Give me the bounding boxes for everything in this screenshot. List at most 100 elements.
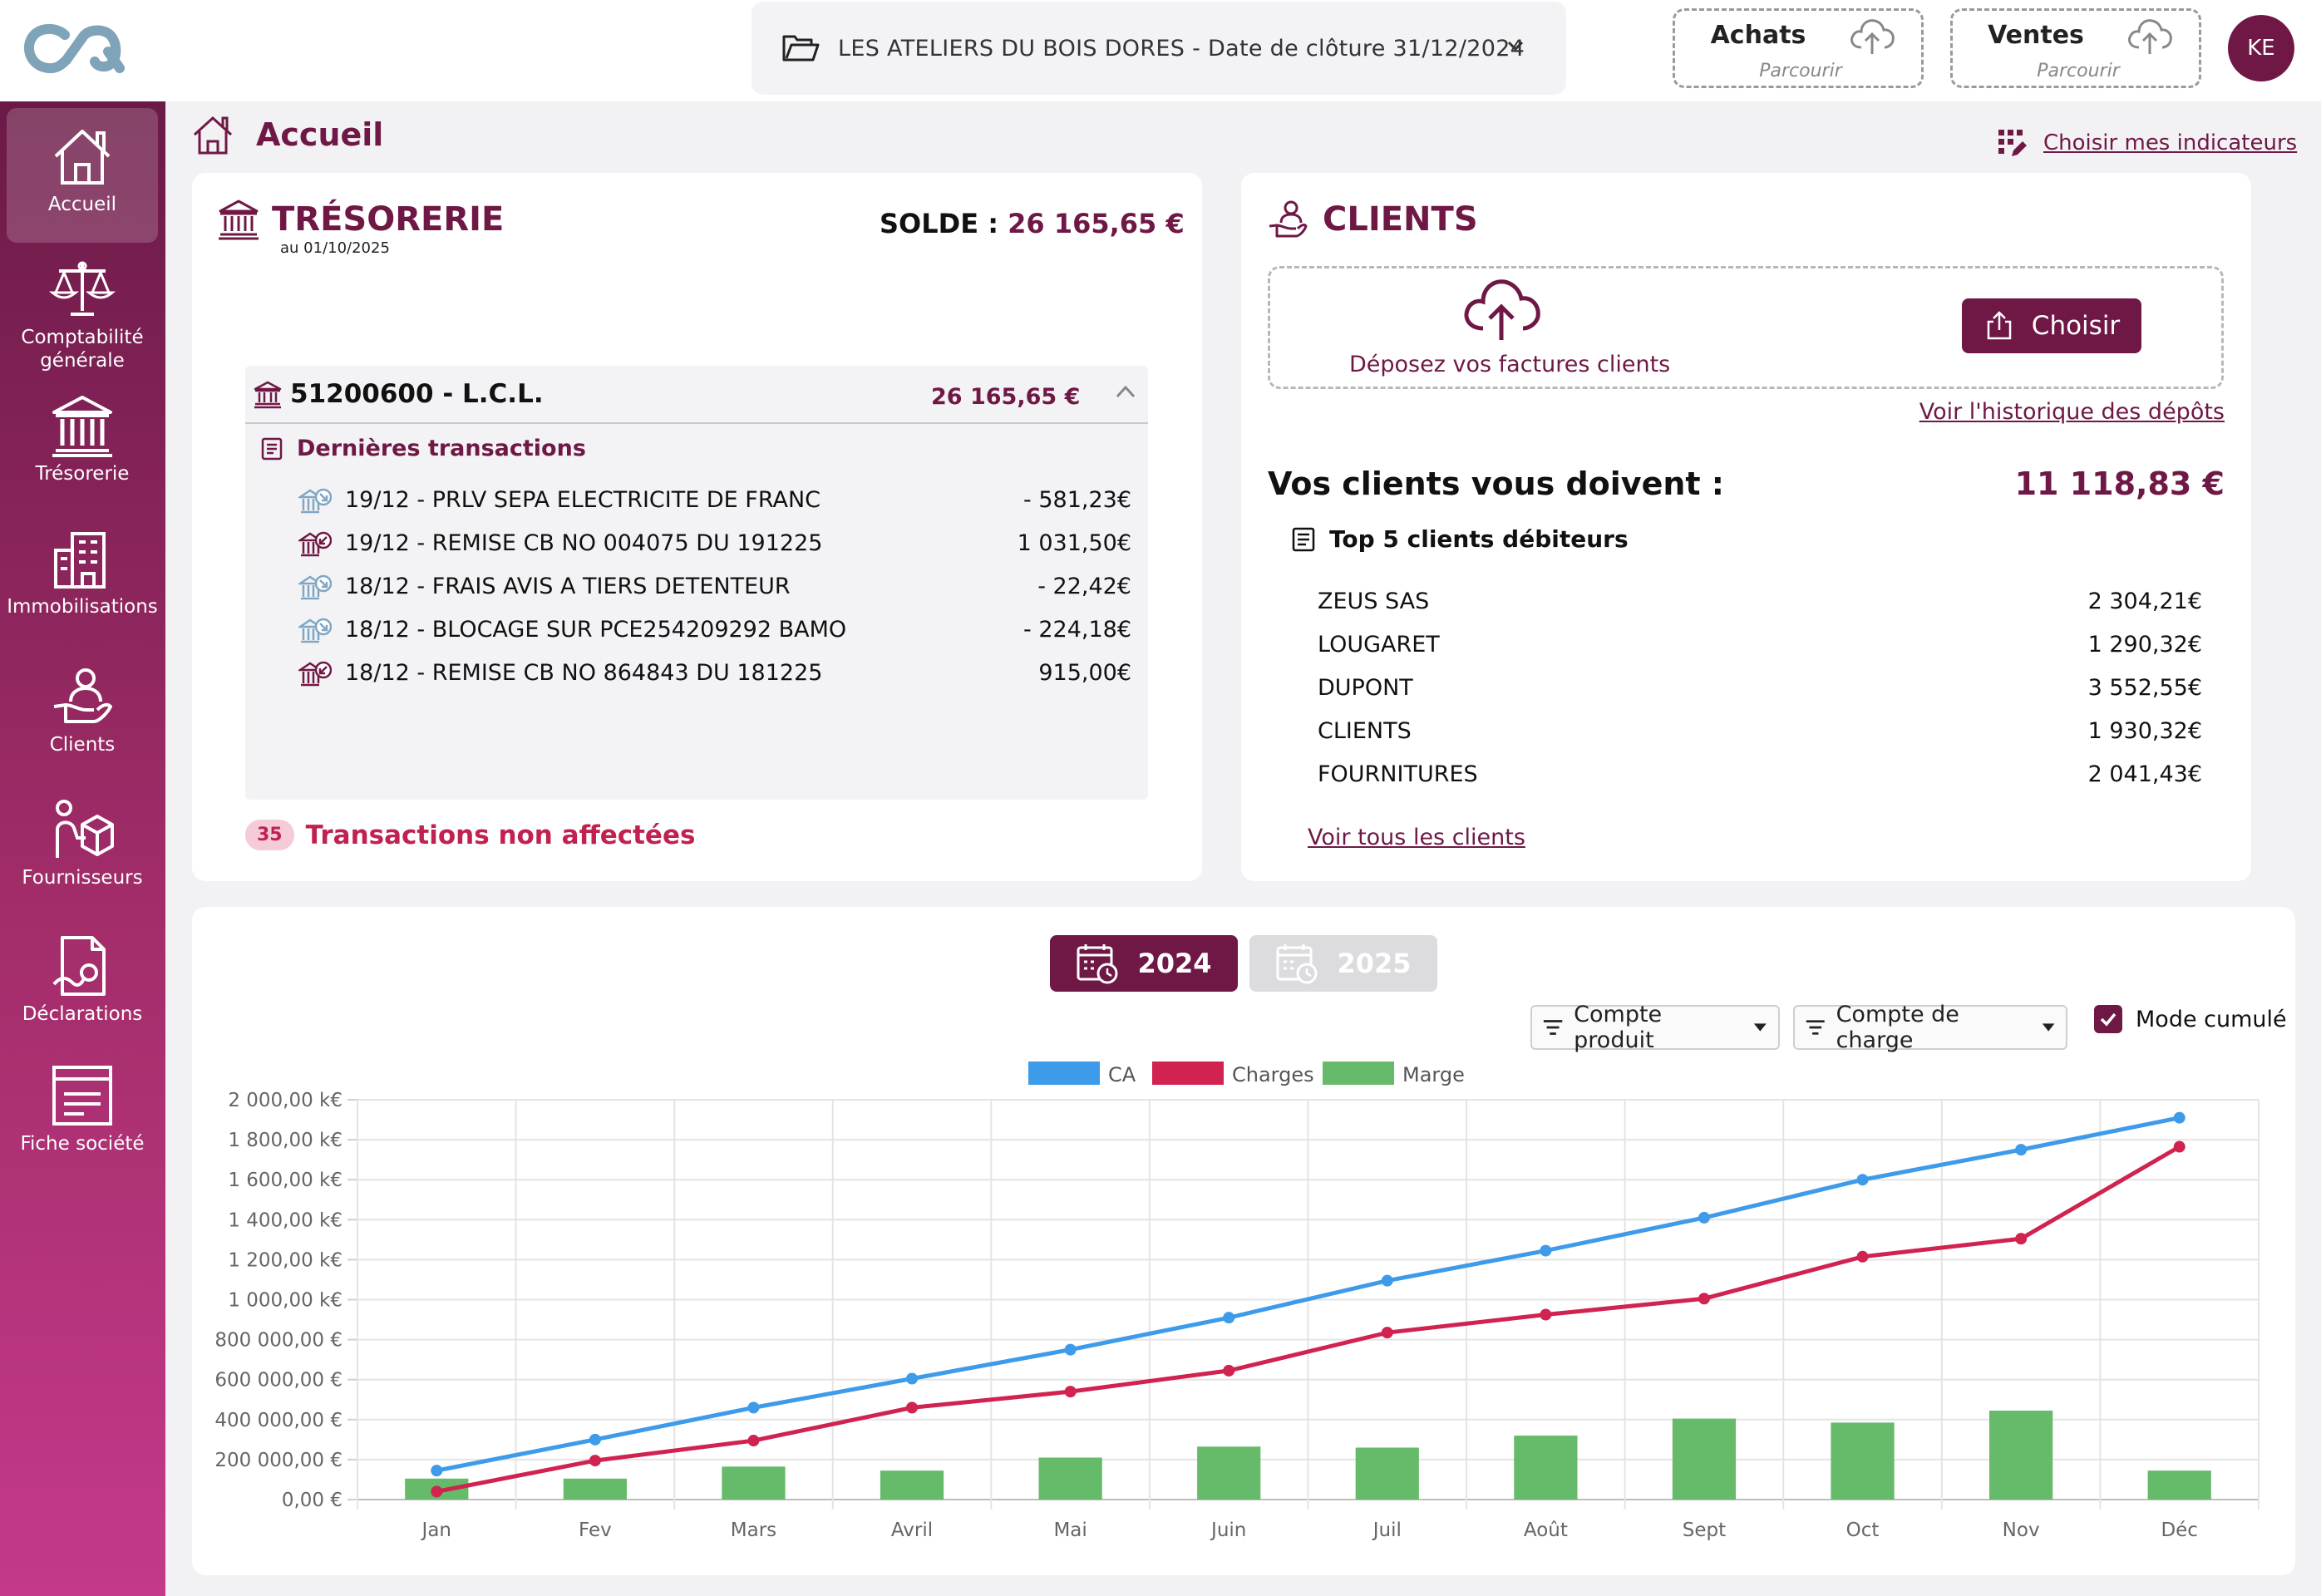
point-charges: [747, 1435, 760, 1447]
sidebar-item-comptabilite[interactable]: Comptabilité générale: [7, 248, 158, 372]
invoice-drop-zone[interactable]: Déposez vos factures clients Choisir: [1268, 266, 2224, 389]
chart-card: 0,00 € 200 000,00 € 400 000,00 € 600 000,00…: [192, 907, 2295, 1575]
choose-indicators-label: Choisir mes indicateurs: [2043, 131, 2298, 155]
year-2024-label: 2024: [1137, 948, 1212, 979]
solde-label: SOLDE :: [880, 208, 998, 239]
sidebar-item-clients[interactable]: Clients: [7, 655, 158, 771]
chevron-up-icon[interactable]: [1115, 384, 1136, 399]
supplier-box-icon: [56, 800, 114, 858]
transaction-amount: - 22,42€: [1037, 574, 1131, 599]
transaction-row[interactable]: 18/12 - BLOCAGE SUR PCE254209292 BAMO - …: [298, 612, 1138, 648]
bar-marge: [1831, 1422, 1895, 1500]
compte-charge-label: Compte de charge: [1836, 1002, 1959, 1053]
point-charges: [2015, 1233, 2028, 1245]
sidebar-item-immobilisations[interactable]: Immobilisations: [7, 517, 158, 642]
transaction-row[interactable]: 19/12 - REMISE CB NO 004075 DU 191225 1 …: [298, 525, 1138, 562]
sidebar-item-fournisseurs[interactable]: Fournisseurs: [7, 788, 158, 904]
all-clients-link[interactable]: Voir tous les clients: [1308, 825, 1525, 850]
company-selector[interactable]: LES ATELIERS DU BOIS DORES - Date de clô…: [751, 2, 1566, 95]
bar-marge: [880, 1470, 944, 1500]
point-charges: [906, 1401, 919, 1414]
choose-indicators-link[interactable]: Choisir mes indicateurs: [1997, 128, 2297, 158]
y-tick-label: 600 000,00 €: [214, 1370, 342, 1392]
legend-swatch: [1152, 1062, 1224, 1085]
transaction-row[interactable]: 18/12 - FRAIS AVIS A TIERS DETENTEUR - 2…: [298, 569, 1138, 605]
sidebar-item-label: Immobilisations: [7, 596, 158, 618]
point-charges: [1540, 1308, 1552, 1321]
transaction-label: 19/12 - REMISE CB NO 004075 DU 191225: [345, 530, 823, 556]
year-2024-button[interactable]: 2024: [1050, 935, 1238, 992]
transaction-row[interactable]: 18/12 - REMISE CB NO 864843 DU 181225 91…: [298, 655, 1138, 692]
client-name: DUPONT: [1318, 675, 1413, 701]
line-charges: [436, 1145, 2181, 1494]
sidebar-item-tresorerie[interactable]: Trésorerie: [7, 384, 158, 500]
clients-card: CLIENTS Déposez vos factures clients Cho…: [1241, 173, 2251, 881]
point-charges: [1223, 1364, 1235, 1377]
company-logo[interactable]: [23, 23, 126, 73]
compte-charge-dropdown[interactable]: Compte de charge: [1793, 1002, 2067, 1053]
legend-swatch: [1323, 1062, 1394, 1085]
x-tick-label: Jan: [421, 1520, 451, 1541]
client-row[interactable]: LOUGARET 1 290,32€: [1318, 628, 2202, 665]
tresorerie-card: TRÉSORERIE au 01/10/2025 SOLDE : 26 165,…: [192, 173, 1202, 881]
bar-marge: [1514, 1436, 1578, 1500]
clients-owe-label: Vos clients vous doivent :: [1268, 466, 1724, 502]
company-label: LES ATELIERS DU BOIS DORES - Date de clô…: [838, 35, 1525, 62]
last-transactions-label: Dernières transactions: [297, 436, 586, 461]
account-header[interactable]: 51200600 - L.C.L. 26 165,65 €: [245, 366, 1148, 424]
ventes-upload-button[interactable]: Ventes Parcourir: [1950, 8, 2201, 88]
bar-marge: [2147, 1470, 2211, 1500]
upload-icon: [1987, 311, 2012, 340]
client-row[interactable]: CLIENTS 1 930,32€: [1318, 715, 2202, 751]
sidebar-item-label: Accueil: [47, 194, 117, 215]
point-ca: [1064, 1343, 1077, 1356]
client-amount: 2 041,43€: [2087, 761, 2202, 787]
achats-upload-button[interactable]: Achats Parcourir: [1673, 8, 1924, 88]
transaction-amount: - 224,18€: [1023, 617, 1131, 643]
user-avatar[interactable]: KE: [2228, 15, 2294, 81]
x-tick-label: Fev: [579, 1520, 612, 1541]
y-tick-label: 0,00 €: [282, 1490, 342, 1511]
sidebar-item-declarations[interactable]: Déclarations: [7, 924, 158, 1041]
x-tick-label: Mai: [1053, 1520, 1087, 1541]
sidebar-item-label: Comptabilité générale: [21, 327, 144, 372]
folder-open-icon: [782, 35, 820, 62]
deposit-history-link[interactable]: Voir l'historique des dépôts: [1919, 399, 2225, 425]
transaction-row[interactable]: 19/12 - PRLV SEPA ELECTRICITE DE FRANC -…: [298, 482, 1138, 519]
client-amount: 1 930,32€: [2087, 718, 2202, 744]
check-icon: [2100, 1012, 2116, 1027]
x-tick-label: Sept: [1683, 1520, 1726, 1541]
client-amount: 3 552,55€: [2087, 675, 2202, 701]
top-bar: LES ATELIERS DU BOIS DORES - Date de clô…: [0, 0, 2321, 101]
checkbox-checked[interactable]: [2094, 1005, 2122, 1033]
bar-marge: [1355, 1447, 1419, 1500]
year-2025-button[interactable]: 2025: [1249, 935, 1437, 992]
point-ca: [2173, 1111, 2185, 1124]
x-tick-label: Nov: [2003, 1520, 2040, 1541]
filter-icon: [1543, 1020, 1563, 1035]
sidebar-item-label: Trésorerie: [35, 463, 130, 485]
sidebar-item-fiche-societe[interactable]: Fiche société: [7, 1057, 158, 1190]
tresorerie-date: au 01/10/2025: [280, 239, 390, 257]
point-ca: [431, 1465, 443, 1477]
sidebar-item-accueil[interactable]: Accueil: [7, 108, 158, 243]
bank-icon: [52, 396, 112, 457]
compte-produit-dropdown[interactable]: Compte produit: [1530, 1002, 1780, 1053]
mode-cumule-checkbox[interactable]: Mode cumulé: [2094, 1005, 2287, 1033]
point-ca: [1698, 1211, 1710, 1224]
choose-file-button[interactable]: Choisir: [1962, 298, 2141, 353]
solde-value: 26 165,65 €: [1008, 208, 1185, 239]
bank-outgoing-icon: [298, 488, 332, 514]
client-row[interactable]: ZEUS SAS 2 304,21€: [1318, 585, 2202, 622]
unassigned-transactions-link[interactable]: 35 Transactions non affectées: [245, 820, 695, 850]
point-charges: [589, 1455, 601, 1467]
top5-label: Top 5 clients débiteurs: [1329, 525, 1629, 553]
account-panel: 51200600 - L.C.L. 26 165,65 € Dernières …: [245, 366, 1148, 800]
client-row[interactable]: FOURNITURES 2 041,43€: [1318, 758, 2202, 795]
tresorerie-header: TRÉSORERIE: [217, 198, 504, 241]
filter-icon: [1806, 1020, 1825, 1035]
bar-marge: [1989, 1410, 2053, 1500]
client-row[interactable]: DUPONT 3 552,55€: [1318, 672, 2202, 708]
company-sheet-icon: [52, 1066, 112, 1126]
legend-swatch: [1028, 1062, 1100, 1085]
